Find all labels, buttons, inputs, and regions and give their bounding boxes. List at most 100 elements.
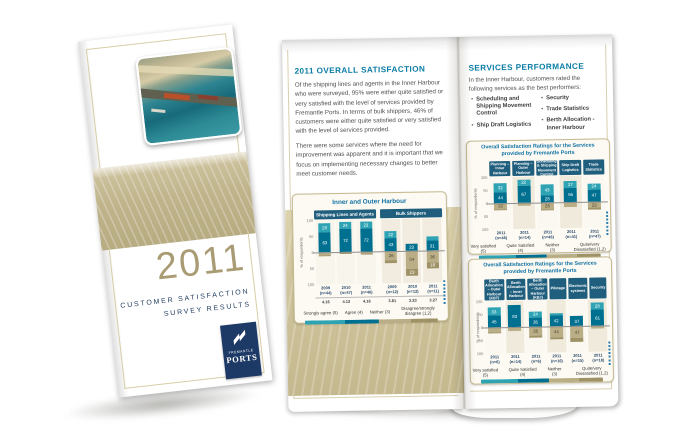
bullet-icon: • — [541, 106, 544, 113]
x-tick-label: 2010 (n=47) — [340, 285, 353, 296]
bar-segment-quite: 72 — [359, 228, 373, 252]
bar-below-axis — [508, 326, 522, 353]
x-tick-label: 2011 (n=41) — [565, 228, 578, 240]
bar-below-axis: 26 — [385, 251, 398, 283]
legend-label: Quite/very Dissatisfied (1,2) — [573, 241, 606, 253]
page-services-performance: SERVICES PERFORMANCE In the Inner Harbou… — [457, 34, 619, 409]
legend-swatch-quite — [517, 378, 550, 384]
plot-area: 33 45 83 24 35 35 42 44 37 47 28 61 — [481, 299, 611, 354]
column-header: Scheduling & Shipping Movement Control — [535, 159, 558, 177]
bar-segment-dis — [541, 209, 555, 211]
legend-label: Very satisfied (5) — [472, 367, 499, 378]
bar-above-axis: 33 45 — [487, 301, 501, 328]
x-tick-label: 2011 (n=18) — [592, 352, 605, 363]
bar-above-axis: 22 67 — [517, 177, 531, 203]
fremantle-swoosh-icon — [233, 329, 246, 345]
legend-label: Agree (4) — [344, 309, 363, 315]
bullet-column-1: • Scheduling and Shipping Movement Contro… — [471, 96, 534, 134]
x-tick-label: 2011 (n=15) — [571, 352, 584, 364]
y-tick-label: 100 — [306, 218, 314, 224]
chart-title: Overall Satisfaction Ratings for the Ser… — [481, 142, 595, 158]
list-item-label: Ship Draft Logistics — [476, 121, 532, 129]
logo-text-ports: PORTS — [225, 351, 258, 366]
photo-beach — [135, 65, 243, 77]
bar-above-axis: 28 63 — [318, 221, 332, 253]
bar-above-axis: 23 — [405, 219, 418, 252]
mean-score: 3.81 — [388, 298, 397, 304]
right-page-heading: SERVICES PERFORMANCE — [468, 61, 585, 73]
column-header: Planning – Inner Harbour — [489, 161, 511, 177]
legend-swatch-neither — [549, 378, 579, 383]
x-tick-label: 2011 (n=47) — [588, 228, 601, 239]
page-margin-line — [470, 388, 613, 392]
bar-segment-very: 33 — [487, 306, 501, 316]
bar-segment-dis — [587, 207, 601, 210]
y-tick-label: 100 — [476, 351, 484, 357]
x-tick-label: 2011 (n=6) — [531, 353, 542, 364]
bullet-icon: • — [471, 96, 474, 103]
bar-below-axis — [319, 252, 332, 285]
list-item: • Berth Allocation - Inner Harbour — [541, 117, 605, 133]
legend-label: Neither (3) — [547, 366, 562, 377]
fremantle-ports-logo: FREMANTLE PORTS — [220, 321, 262, 380]
bar-above-axis: 23 72 — [359, 220, 373, 252]
bar-segment-quite: 61 — [590, 309, 605, 326]
bar-segment-very: 28 — [318, 223, 331, 233]
bar-segment-dis — [529, 335, 543, 338]
mean-score-row: 4.16 4.12 4.16 3.81 3.23 3.27 — [315, 295, 444, 305]
bar-below-axis: 47 — [570, 325, 584, 352]
x-tick-label: 2011 (n=6) — [489, 354, 500, 365]
bar-segment-neither: 54 — [405, 250, 419, 269]
x-tick-label: 2009 (n=12) — [386, 284, 399, 295]
y-tick-label: 100 — [475, 299, 483, 305]
legend-swatch-very — [304, 319, 345, 325]
bar-above-axis: 22 43 — [384, 219, 398, 252]
column-header: Berth Allocation – Outer Harbour (KBT) — [484, 279, 505, 301]
bar-segment-quite: 31 — [426, 240, 439, 251]
bar-segment-very: 32 — [493, 183, 507, 192]
bullet-icon: • — [471, 122, 474, 129]
legend-label: Quite Satisfied (4) — [506, 242, 535, 254]
bar-below-axis — [591, 325, 605, 351]
legend-swatch-quite — [344, 318, 380, 324]
bullet-icon: • — [541, 95, 544, 102]
chart-main: Berth Allocation – Outer Harbour (KBT) Be… — [481, 277, 611, 365]
legend-label: Quite Satisfied (4) — [508, 366, 537, 378]
legend-colorbar — [480, 377, 603, 384]
list-item-label: Scheduling and Shipping Movement Control — [476, 95, 532, 118]
bar-segment-quite: 43 — [384, 237, 398, 252]
bar-above-axis: 31 — [426, 219, 439, 251]
plot-area: 28 63 24 72 23 72 22 43 26 23 54 23 31 36 18 — [312, 218, 445, 285]
chart-body: % of respondents10050050100Berth Allocat… — [473, 277, 611, 365]
bar-below-axis: 22 — [494, 203, 508, 229]
y-tick-label: 50 — [309, 234, 314, 240]
right-page-intro: In the Inner Harbour, customers rated th… — [468, 74, 582, 93]
column-header: Security — [589, 277, 607, 299]
x-tick-label: 2011 (n=14) — [518, 229, 531, 240]
mean-score: 4.16 — [362, 298, 371, 304]
bar-segment-dis — [360, 253, 373, 254]
x-tick-label: 2011 (n=11) — [427, 283, 440, 294]
bar-above-axis: 24 72 — [339, 220, 352, 253]
bar-segment-dis — [570, 338, 584, 343]
legend-swatch-dis — [578, 377, 603, 383]
chart-body: % of respondents10050050100Shipping Line… — [297, 208, 445, 306]
cover-year: 2011 — [153, 236, 248, 289]
vertical-source-text — [442, 280, 446, 305]
legend-labels: Very satisfied (5) Quite Satisfied (4) Nei… — [471, 365, 613, 378]
page-margin-line — [293, 394, 459, 399]
legend-labels: Strongly agree (5) Agree (4) Neither (3) Di… — [295, 305, 448, 318]
bar-below-axis: 23 — [587, 201, 601, 227]
list-item: • Scheduling and Shipping Movement Contro… — [471, 96, 533, 119]
column-header: Planning – Outer Harbour — [512, 160, 534, 177]
bar-below-axis: 36 18 — [426, 250, 439, 283]
legend-label: Neither (3) — [369, 309, 391, 315]
open-booklet-spread: 2011 OVERALL SATISFACTION Of the shippin… — [282, 34, 619, 412]
y-tick-label: 50 — [478, 312, 483, 318]
bar-segment-neither: 44 — [549, 326, 564, 338]
legend-swatch-neither — [379, 318, 412, 323]
chart-main: Planning – Inner Harbour Planning – Outer… — [486, 159, 608, 240]
x-tick-row: 2009 (n=44) 2010 (n=47) 2011 (n=46) 2009 (n… — [315, 284, 443, 296]
y-tick-label: 100 — [481, 226, 489, 233]
